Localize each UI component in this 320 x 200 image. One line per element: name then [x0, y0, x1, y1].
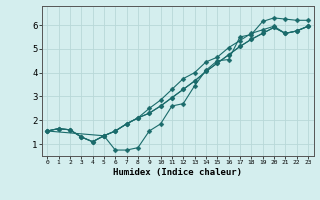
X-axis label: Humidex (Indice chaleur): Humidex (Indice chaleur)	[113, 168, 242, 177]
